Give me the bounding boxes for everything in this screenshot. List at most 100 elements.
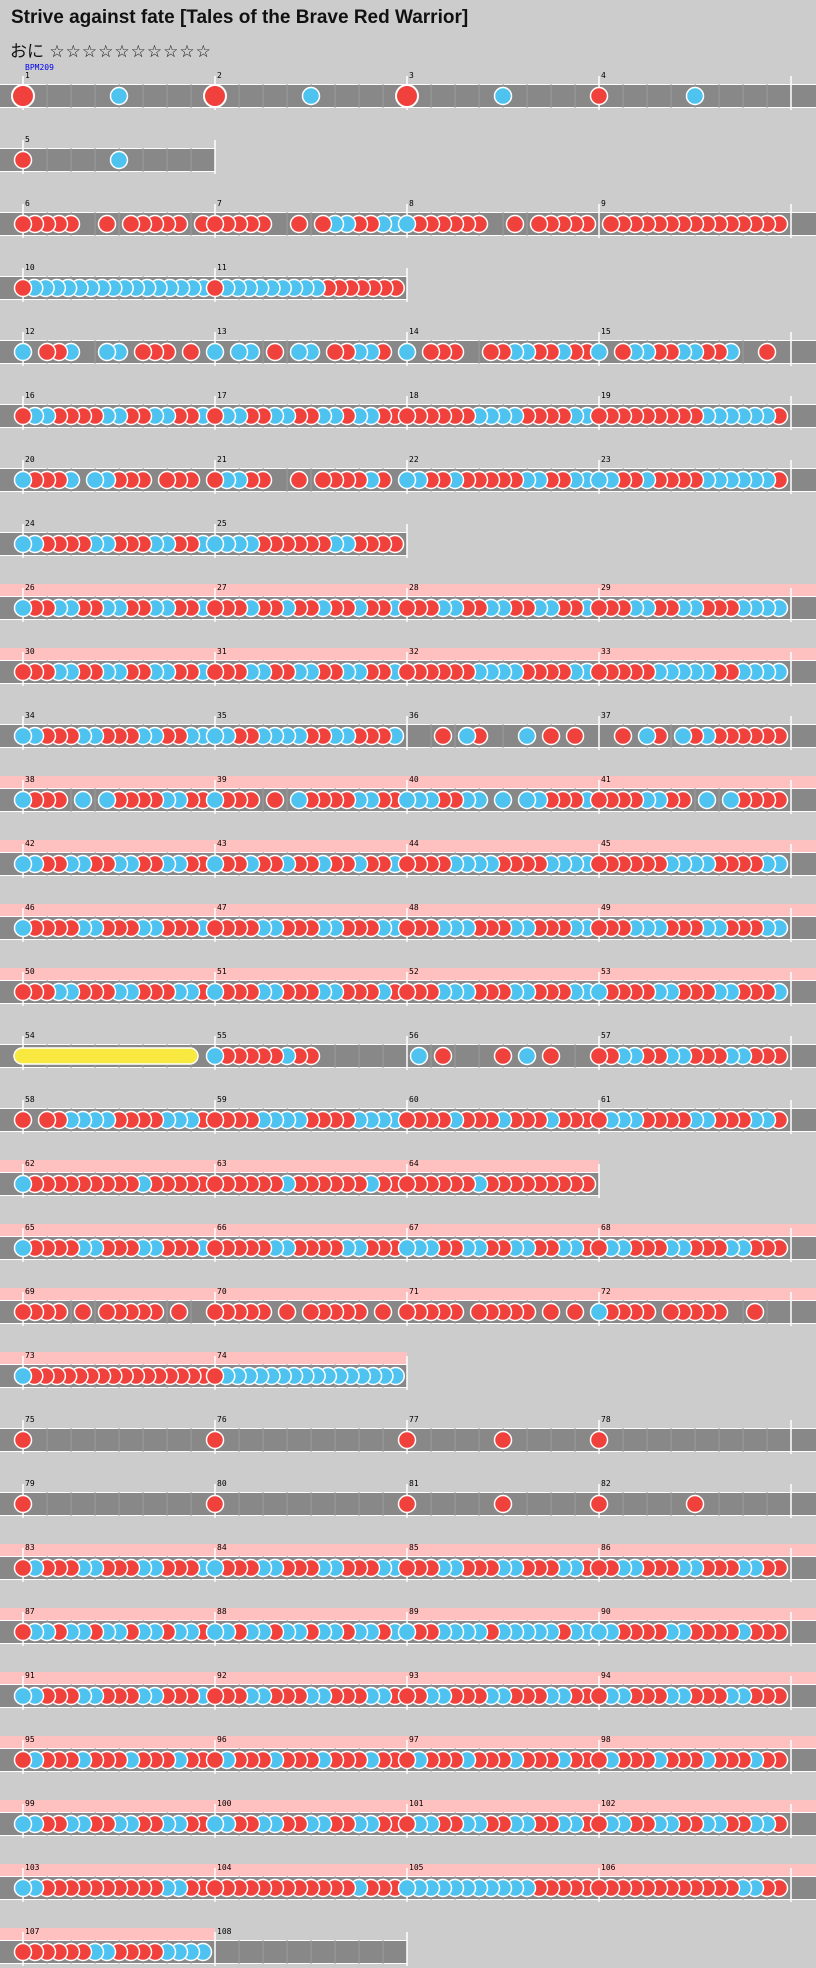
measure-number: 51 [217, 967, 227, 976]
measure-number: 5 [25, 135, 30, 144]
ka-note [13, 534, 33, 554]
difficulty-row: おに ☆☆☆☆☆☆☆☆☆☆ [10, 37, 212, 62]
don-note [157, 470, 177, 490]
measure-number: 29 [601, 583, 611, 592]
don-note [589, 1046, 609, 1066]
gogo-highlight [0, 1672, 816, 1686]
measure-number: 24 [25, 519, 35, 528]
don-note [13, 150, 33, 170]
don-note [493, 1430, 513, 1450]
ka-note [13, 1814, 33, 1834]
don-note [433, 1046, 453, 1066]
measure-number: 38 [25, 775, 35, 784]
ka-note [397, 470, 417, 490]
ka-note [73, 790, 93, 810]
don-note [589, 406, 609, 426]
measure-number: 10 [25, 263, 35, 272]
don-note [421, 342, 441, 362]
measure-number: 9 [601, 199, 606, 208]
drumroll-note [13, 1047, 199, 1065]
ka-note [205, 1814, 225, 1834]
ka-note [13, 598, 33, 618]
don-note [313, 214, 333, 234]
measure-number: 61 [601, 1095, 611, 1104]
don-note [13, 214, 33, 234]
ka-note [205, 1046, 225, 1066]
don-note [181, 342, 201, 362]
measure-number: 72 [601, 1287, 611, 1296]
bpm-marker: BPM209 [25, 63, 54, 72]
measure-number: 76 [217, 1415, 227, 1424]
don-note [589, 662, 609, 682]
don-note [205, 1430, 225, 1450]
don-note [133, 342, 153, 362]
ka-note [205, 726, 225, 746]
don-note [13, 1750, 33, 1770]
don-note [661, 1302, 681, 1322]
measure-number: 92 [217, 1671, 227, 1680]
don-note [541, 726, 561, 746]
measure-number: 73 [25, 1351, 35, 1360]
measure-number: 2 [217, 71, 222, 80]
don-note [469, 1302, 489, 1322]
don-note [613, 726, 633, 746]
ka-note [301, 86, 321, 106]
measure-number: 86 [601, 1543, 611, 1552]
ka-note [13, 1238, 33, 1258]
measure-number: 28 [409, 583, 419, 592]
don-note [205, 470, 225, 490]
measure-number: 41 [601, 775, 611, 784]
ka-note [229, 342, 249, 362]
measure-number: 3 [409, 71, 414, 80]
measure-number: 68 [601, 1223, 611, 1232]
don-note [397, 406, 417, 426]
ka-note [205, 534, 225, 554]
don-note [205, 1366, 225, 1386]
don-note [397, 1558, 417, 1578]
don-note [13, 1110, 33, 1130]
don-note [205, 1302, 225, 1322]
gogo-highlight [0, 776, 816, 790]
ka-note [457, 726, 477, 746]
don-note [589, 918, 609, 938]
don-note [397, 918, 417, 938]
measure-number: 47 [217, 903, 227, 912]
don-note [589, 790, 609, 810]
don-note [121, 214, 141, 234]
measure-number: 93 [409, 1671, 419, 1680]
measure-number: 26 [25, 583, 35, 592]
measure-number: 50 [25, 967, 35, 976]
don-note [205, 598, 225, 618]
gogo-highlight [0, 1928, 215, 1942]
big-don-note [203, 84, 227, 108]
don-note [589, 854, 609, 874]
don-note [493, 1046, 513, 1066]
difficulty-stars: ☆☆☆☆☆☆☆☆☆☆ [49, 42, 212, 62]
measure-number: 19 [601, 391, 611, 400]
measure-number: 55 [217, 1031, 227, 1040]
ka-note [721, 790, 741, 810]
don-note [397, 1686, 417, 1706]
measure-number: 99 [25, 1799, 35, 1808]
don-note [325, 342, 345, 362]
don-note [37, 1110, 57, 1130]
measure-number: 6 [25, 199, 30, 208]
measure-number: 14 [409, 327, 419, 336]
measure-number: 81 [409, 1479, 419, 1488]
measure-number: 64 [409, 1159, 419, 1168]
measure-number: 108 [217, 1927, 232, 1936]
don-note [589, 1430, 609, 1450]
ka-note [589, 1302, 609, 1322]
don-note [397, 854, 417, 874]
don-note [277, 1302, 297, 1322]
measure-number: 84 [217, 1543, 227, 1552]
big-don-note [11, 84, 35, 108]
measure-number: 20 [25, 455, 35, 464]
ka-note [205, 982, 225, 1002]
don-note [205, 1238, 225, 1258]
gogo-highlight [0, 1288, 816, 1302]
don-note [589, 86, 609, 106]
measure-number: 42 [25, 839, 35, 848]
measure-number: 56 [409, 1031, 419, 1040]
don-note [13, 1558, 33, 1578]
